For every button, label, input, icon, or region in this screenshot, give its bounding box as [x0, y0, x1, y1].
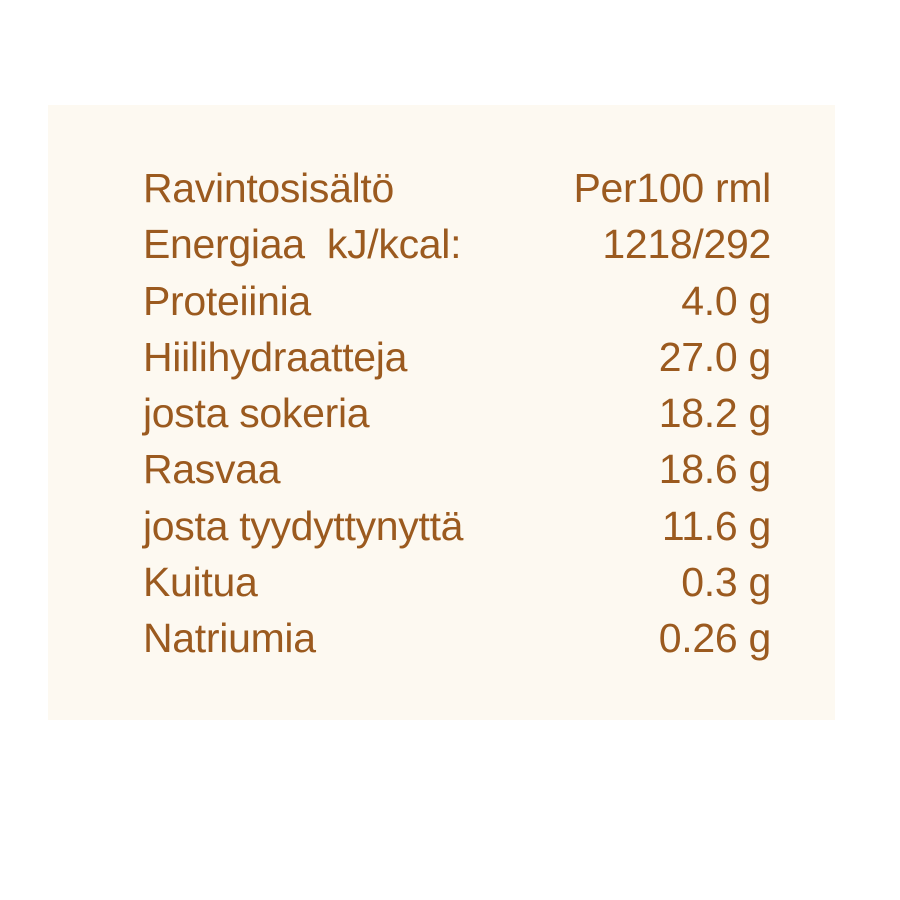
row-value: 27.0 g: [658, 333, 772, 380]
row-label: josta sokeria: [143, 390, 370, 437]
nutrition-panel: [48, 105, 835, 720]
header-label: Ravintosisältö: [143, 165, 395, 211]
table-row: Natriumia 0.26 g: [143, 610, 771, 666]
header-value: Per100 rml: [573, 165, 771, 211]
row-value: 11.6 g: [661, 502, 771, 549]
table-row: josta tyydyttynyttä 11.6 g: [143, 498, 771, 554]
row-label: Natriumia: [143, 615, 316, 662]
table-row: josta sokeria 18.2 g: [143, 385, 771, 441]
row-value: 18.6 g: [658, 446, 772, 493]
table-header: Ravintosisältö Per100 rml: [143, 160, 771, 216]
table-row: Hiilihydraatteja 27.0 g: [143, 329, 771, 385]
row-label: Proteiinia: [143, 277, 311, 324]
table-row: Kuitua 0.3 g: [143, 554, 771, 610]
table-row: Proteiinia 4.0 g: [143, 273, 771, 329]
row-value: 18.2 g: [658, 390, 772, 437]
row-value: 0.3 g: [681, 559, 771, 606]
row-label: Kuitua: [143, 559, 258, 606]
table-row: Energiaa kJ/kcal: 1218/292: [143, 216, 771, 272]
row-value: 0.26 g: [658, 615, 772, 662]
table-row: Rasvaa 18.6 g: [143, 441, 771, 497]
row-value: 4.0 g: [681, 277, 771, 324]
row-label: josta tyydyttynyttä: [143, 502, 464, 549]
row-label: Hiilihydraatteja: [143, 333, 408, 380]
nutrition-table: Ravintosisältö Per100 rml Energiaa kJ/kc…: [143, 160, 771, 667]
row-label: Rasvaa: [143, 446, 281, 493]
row-label: Energiaa kJ/kcal:: [143, 221, 462, 268]
row-value: 1218/292: [602, 221, 771, 268]
